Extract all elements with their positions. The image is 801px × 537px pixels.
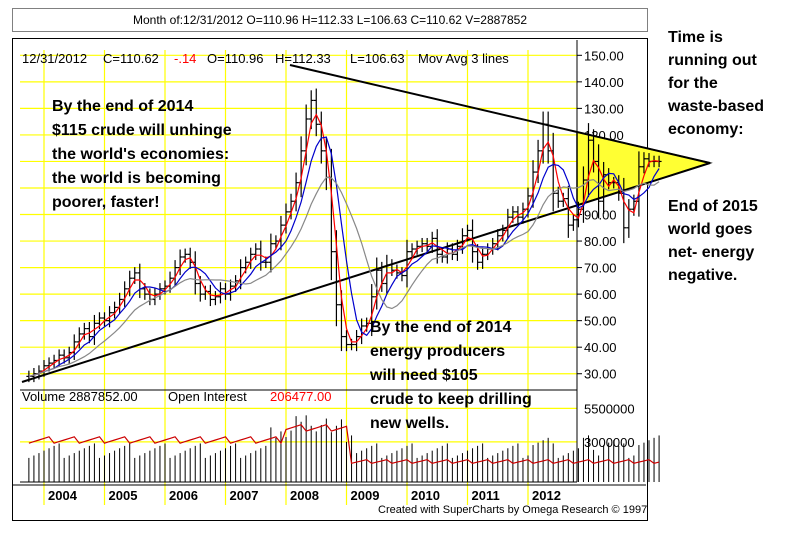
side-note-top: Time is running out for the waste-based … [668, 26, 798, 141]
open-interest-label: Open Interest [168, 389, 247, 404]
year-label: 2007 [230, 488, 259, 503]
price-tick-label: 30.00 [584, 367, 617, 382]
year-label: 2006 [169, 488, 198, 503]
year-label: 2012 [532, 488, 561, 503]
side-note-bottom: End of 2015 world goes net- energy negat… [668, 195, 798, 287]
price-tick-label: 140.00 [584, 75, 624, 90]
open-interest-value: 206477.00 [270, 389, 331, 404]
moving-average-mid [28, 136, 660, 377]
price-tick-label: 60.00 [584, 287, 617, 302]
annotation-line: will need $105 [370, 367, 478, 384]
year-label: 2010 [411, 488, 440, 503]
annotation-line: new wells. [370, 415, 450, 432]
annotation-line: By the end of 2014 [370, 319, 512, 336]
price-tick-label: 70.00 [584, 261, 617, 276]
chart-header: Month of:12/31/2012 O=110.96 H=112.33 L=… [12, 8, 648, 32]
price-low: L=106.63 [350, 51, 405, 66]
side-note-line: world goes [668, 221, 753, 238]
annotation-top-left: By the end of 2014 $115 crude will unhin… [52, 95, 292, 215]
annotation-line: energy producers [370, 343, 506, 360]
year-label: 2009 [351, 488, 380, 503]
annotation-line: crude to keep drilling [370, 391, 532, 408]
side-note-line: Time is [668, 29, 723, 46]
price-change: -.14 [174, 51, 196, 66]
lower-trendline [21, 162, 711, 383]
upper-trendline [289, 64, 711, 164]
annotation-line: the world is becoming [52, 170, 221, 187]
footer-credit: Created with SuperCharts by Omega Resear… [378, 504, 647, 516]
volume-tick-label: 3000000 [584, 435, 635, 450]
price-tick-label: 130.00 [584, 101, 624, 116]
price-tick-label: 150.00 [584, 48, 624, 63]
year-label: 2005 [109, 488, 138, 503]
study-label: Mov Avg 3 lines [418, 51, 509, 66]
price-close: C=110.62 [103, 51, 159, 66]
side-note-line: negative. [668, 267, 738, 284]
annotation-line: $115 crude will unhinge [52, 122, 232, 139]
chart-frame [12, 38, 648, 521]
side-note-line: waste-based [668, 98, 765, 115]
price-tick-label: 50.00 [584, 314, 617, 329]
price-tick-label: 90.00 [584, 208, 617, 223]
annotation-bottom-middle: By the end of 2014 energy producers will… [370, 316, 570, 436]
side-note-line: running out [668, 52, 757, 69]
price-open: O=110.96 [207, 51, 264, 66]
price-date: 12/31/2012 [22, 51, 87, 66]
moving-average-fast [28, 113, 660, 377]
year-label: 2011 [472, 488, 500, 503]
price-high: H=112.33 [275, 51, 331, 66]
volume-tick-label: 5500000 [584, 401, 635, 416]
side-note-line: for the [668, 75, 718, 92]
side-note-line: economy: [668, 121, 744, 138]
year-label: 2004 [48, 488, 78, 503]
side-note-line: net- energy [668, 244, 755, 261]
annotation-line: poorer, faster! [52, 194, 160, 211]
volume-readout: Volume 2887852.00 [22, 389, 138, 404]
annotation-line: By the end of 2014 [52, 98, 194, 115]
moving-average-slow [28, 176, 660, 377]
open-interest-line [28, 424, 660, 465]
side-note-line: End of 2015 [668, 198, 758, 215]
year-label: 2008 [290, 488, 319, 503]
price-tick-label: 40.00 [584, 340, 617, 355]
annotation-line: the world's economies: [52, 146, 230, 163]
price-tick-label: 80.00 [584, 234, 617, 249]
